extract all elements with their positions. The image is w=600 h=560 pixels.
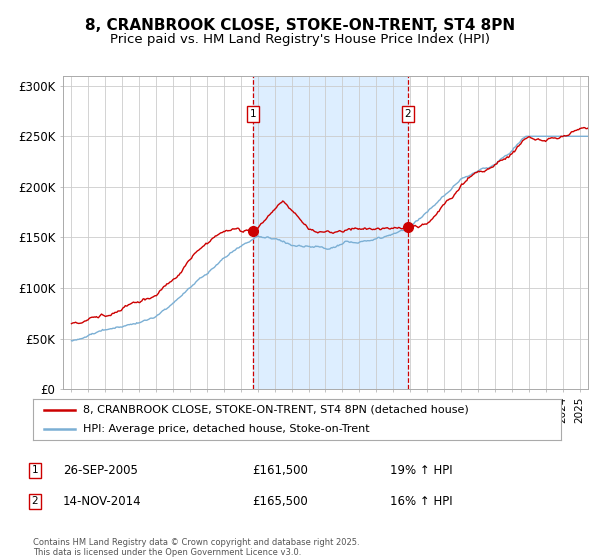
Text: 2: 2 xyxy=(404,109,411,119)
Text: 14-NOV-2014: 14-NOV-2014 xyxy=(63,494,142,508)
Text: £161,500: £161,500 xyxy=(252,464,308,477)
Text: 8, CRANBROOK CLOSE, STOKE-ON-TRENT, ST4 8PN: 8, CRANBROOK CLOSE, STOKE-ON-TRENT, ST4 … xyxy=(85,18,515,32)
Text: 8, CRANBROOK CLOSE, STOKE-ON-TRENT, ST4 8PN (detached house): 8, CRANBROOK CLOSE, STOKE-ON-TRENT, ST4 … xyxy=(83,405,469,415)
Bar xyxy=(253,76,408,389)
Text: 16% ↑ HPI: 16% ↑ HPI xyxy=(390,494,452,508)
Text: 1: 1 xyxy=(31,465,38,475)
Text: 2: 2 xyxy=(31,496,38,506)
Text: 19% ↑ HPI: 19% ↑ HPI xyxy=(390,464,452,477)
Text: 1: 1 xyxy=(250,109,256,119)
Text: 26-SEP-2005: 26-SEP-2005 xyxy=(63,464,138,477)
Text: £165,500: £165,500 xyxy=(252,494,308,508)
Text: Contains HM Land Registry data © Crown copyright and database right 2025.
This d: Contains HM Land Registry data © Crown c… xyxy=(33,538,359,557)
Text: Price paid vs. HM Land Registry's House Price Index (HPI): Price paid vs. HM Land Registry's House … xyxy=(110,32,490,46)
Text: HPI: Average price, detached house, Stoke-on-Trent: HPI: Average price, detached house, Stok… xyxy=(83,424,370,435)
